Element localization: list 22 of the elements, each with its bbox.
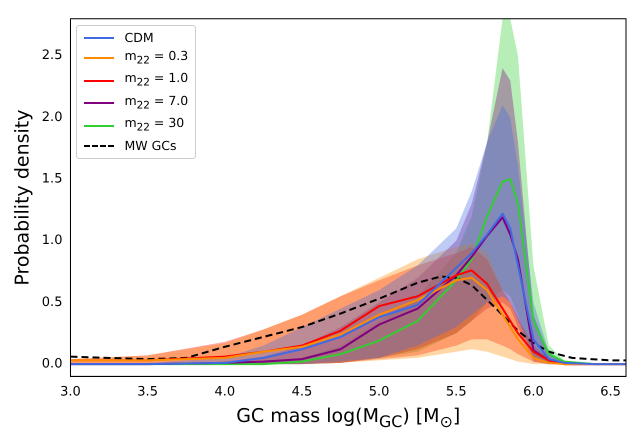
- legend-label: m$_{22}$ = 30: [124, 114, 184, 136]
- x-tick-label: 5.0: [368, 384, 390, 400]
- x-tick-label: 4.5: [292, 384, 312, 400]
- legend-label: m$_{22}$ = 0.3: [124, 46, 188, 68]
- y-tick-label: 0.0: [42, 356, 62, 372]
- x-axis-title: GC mass log(M$_{GC}$) [M$_{⊙}$]: [235, 405, 462, 431]
- legend-label: m$_{22}$ = 7.0: [124, 92, 188, 114]
- x-tick-label: 3.0: [60, 384, 81, 400]
- y-tick-label: 2.5: [42, 48, 62, 64]
- legend-label: CDM: [124, 28, 154, 47]
- y-tick-label: 1.0: [42, 233, 62, 248]
- x-tick-label: 6.5: [600, 384, 621, 400]
- x-tick-label: 4.0: [214, 384, 236, 400]
- y-tick-label: 1.5: [42, 171, 62, 186]
- legend-label: m$_{22}$ = 1.0: [124, 69, 188, 91]
- x-tick-label: 6.0: [523, 384, 544, 400]
- y-tick-label: 0.5: [42, 294, 62, 310]
- legend-label: MW GCs: [124, 136, 177, 155]
- x-tick-label: 3.5: [137, 384, 158, 400]
- y-axis-title: Probability density: [11, 110, 34, 286]
- x-tick-label: 5.5: [446, 384, 467, 400]
- y-tick-label: 2.0: [42, 110, 62, 125]
